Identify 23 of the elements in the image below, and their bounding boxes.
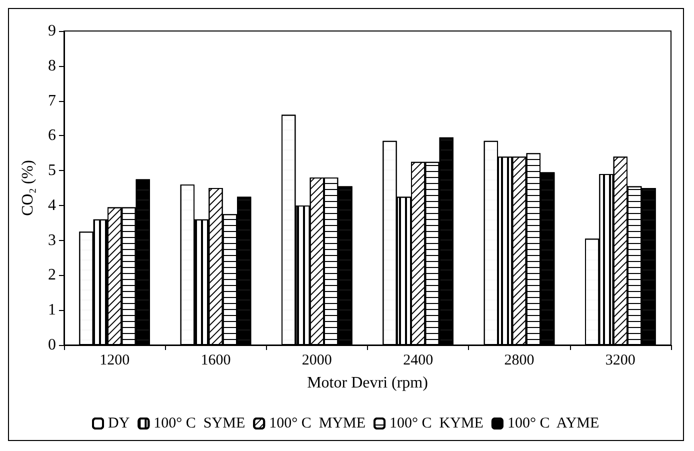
y-tick-label: 4 (48, 196, 56, 214)
legend-label: 100° C MYME (269, 416, 366, 432)
y-tick-label: 7 (48, 92, 56, 110)
y-tick-label: 2 (48, 266, 56, 284)
legend-label: 100° C SYME (154, 416, 246, 432)
y-tick-label: 3 (48, 232, 56, 249)
x-tick-label: 2400 (403, 352, 434, 368)
legend-label: DY (108, 416, 130, 432)
x-tick-label: 3200 (605, 352, 636, 368)
x-tick-label: 1600 (200, 352, 231, 368)
x-tick-label: 1200 (100, 352, 130, 368)
x-tick-label: 2800 (504, 352, 534, 368)
legend-label: 100° C KYME (390, 416, 484, 432)
y-axis-title: CO₂ (%) (20, 160, 36, 216)
y-tick-label: 6 (48, 127, 56, 144)
x-tick-label: 2000 (302, 352, 332, 368)
y-tick-label: 9 (48, 22, 56, 40)
y-tick-label: 1 (48, 302, 56, 319)
y-tick-label: 8 (48, 57, 56, 74)
y-tick-label: 5 (48, 162, 56, 180)
y-tick-label: 0 (48, 336, 56, 354)
legend-label: 100° C AYME (507, 416, 600, 432)
x-axis-title: Motor Devri (rpm) (307, 374, 428, 392)
